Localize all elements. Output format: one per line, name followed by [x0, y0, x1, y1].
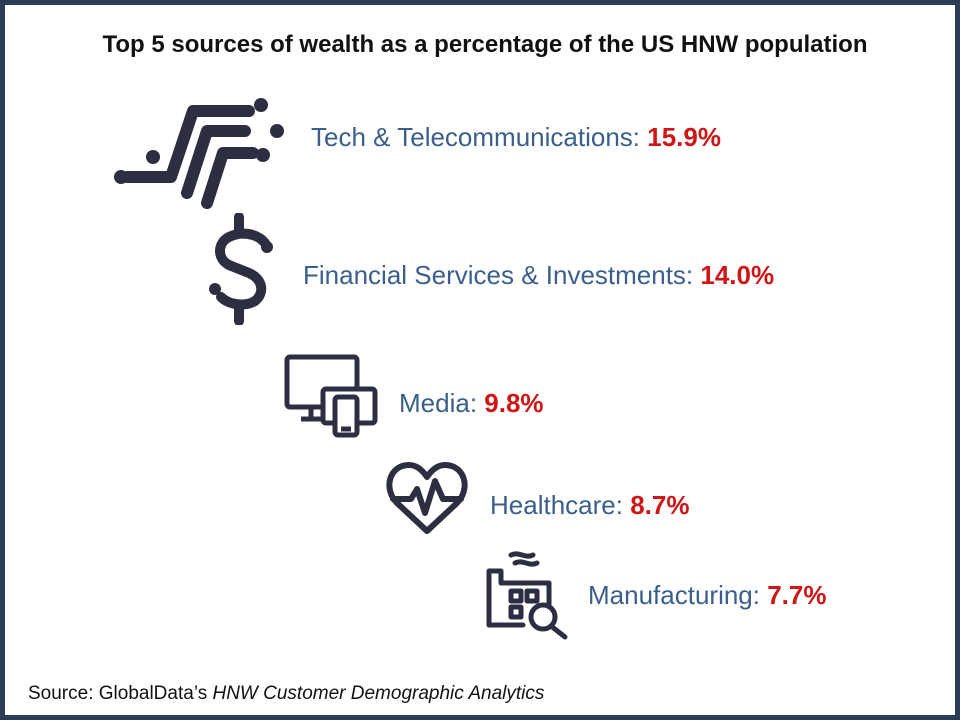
category-label: Media:: [399, 388, 478, 418]
label-row-manufacturing: Manufacturing: 7.7%: [588, 580, 826, 611]
label-row-tech: Tech & Telecommunications: 15.9%: [311, 122, 721, 153]
devices-icon: [284, 354, 378, 438]
category-label: Manufacturing:: [588, 580, 760, 610]
source-publication: HNW Customer Demographic Analytics: [212, 683, 545, 704]
value-label: 7.7%: [767, 580, 827, 610]
value-label: 14.0%: [700, 260, 775, 290]
label-row-healthcare: Healthcare: 8.7%: [490, 490, 689, 521]
value-label: 15.9%: [647, 122, 721, 152]
tech-circuit-icon: [114, 98, 284, 209]
chart-title: Top 5 sources of wealth as a percentage …: [102, 31, 868, 58]
factory-icon: [486, 551, 568, 640]
heart-pulse-icon: [386, 462, 468, 534]
source-note: Source: GlobalData’s HNW Customer Demogr…: [28, 683, 544, 705]
source-prefix: Source: GlobalData’s: [28, 683, 208, 704]
dollar-icon: [209, 213, 273, 325]
value-label: 8.7%: [630, 490, 690, 520]
category-label: Tech & Telecommunications:: [311, 122, 641, 152]
value-label: 9.8%: [484, 388, 544, 418]
category-label: Healthcare:: [490, 490, 623, 520]
category-label: Financial Services & Investments:: [303, 260, 694, 290]
label-row-media: Media: 9.8%: [399, 388, 544, 419]
label-row-financial: Financial Services & Investments: 14.0%: [303, 260, 774, 291]
